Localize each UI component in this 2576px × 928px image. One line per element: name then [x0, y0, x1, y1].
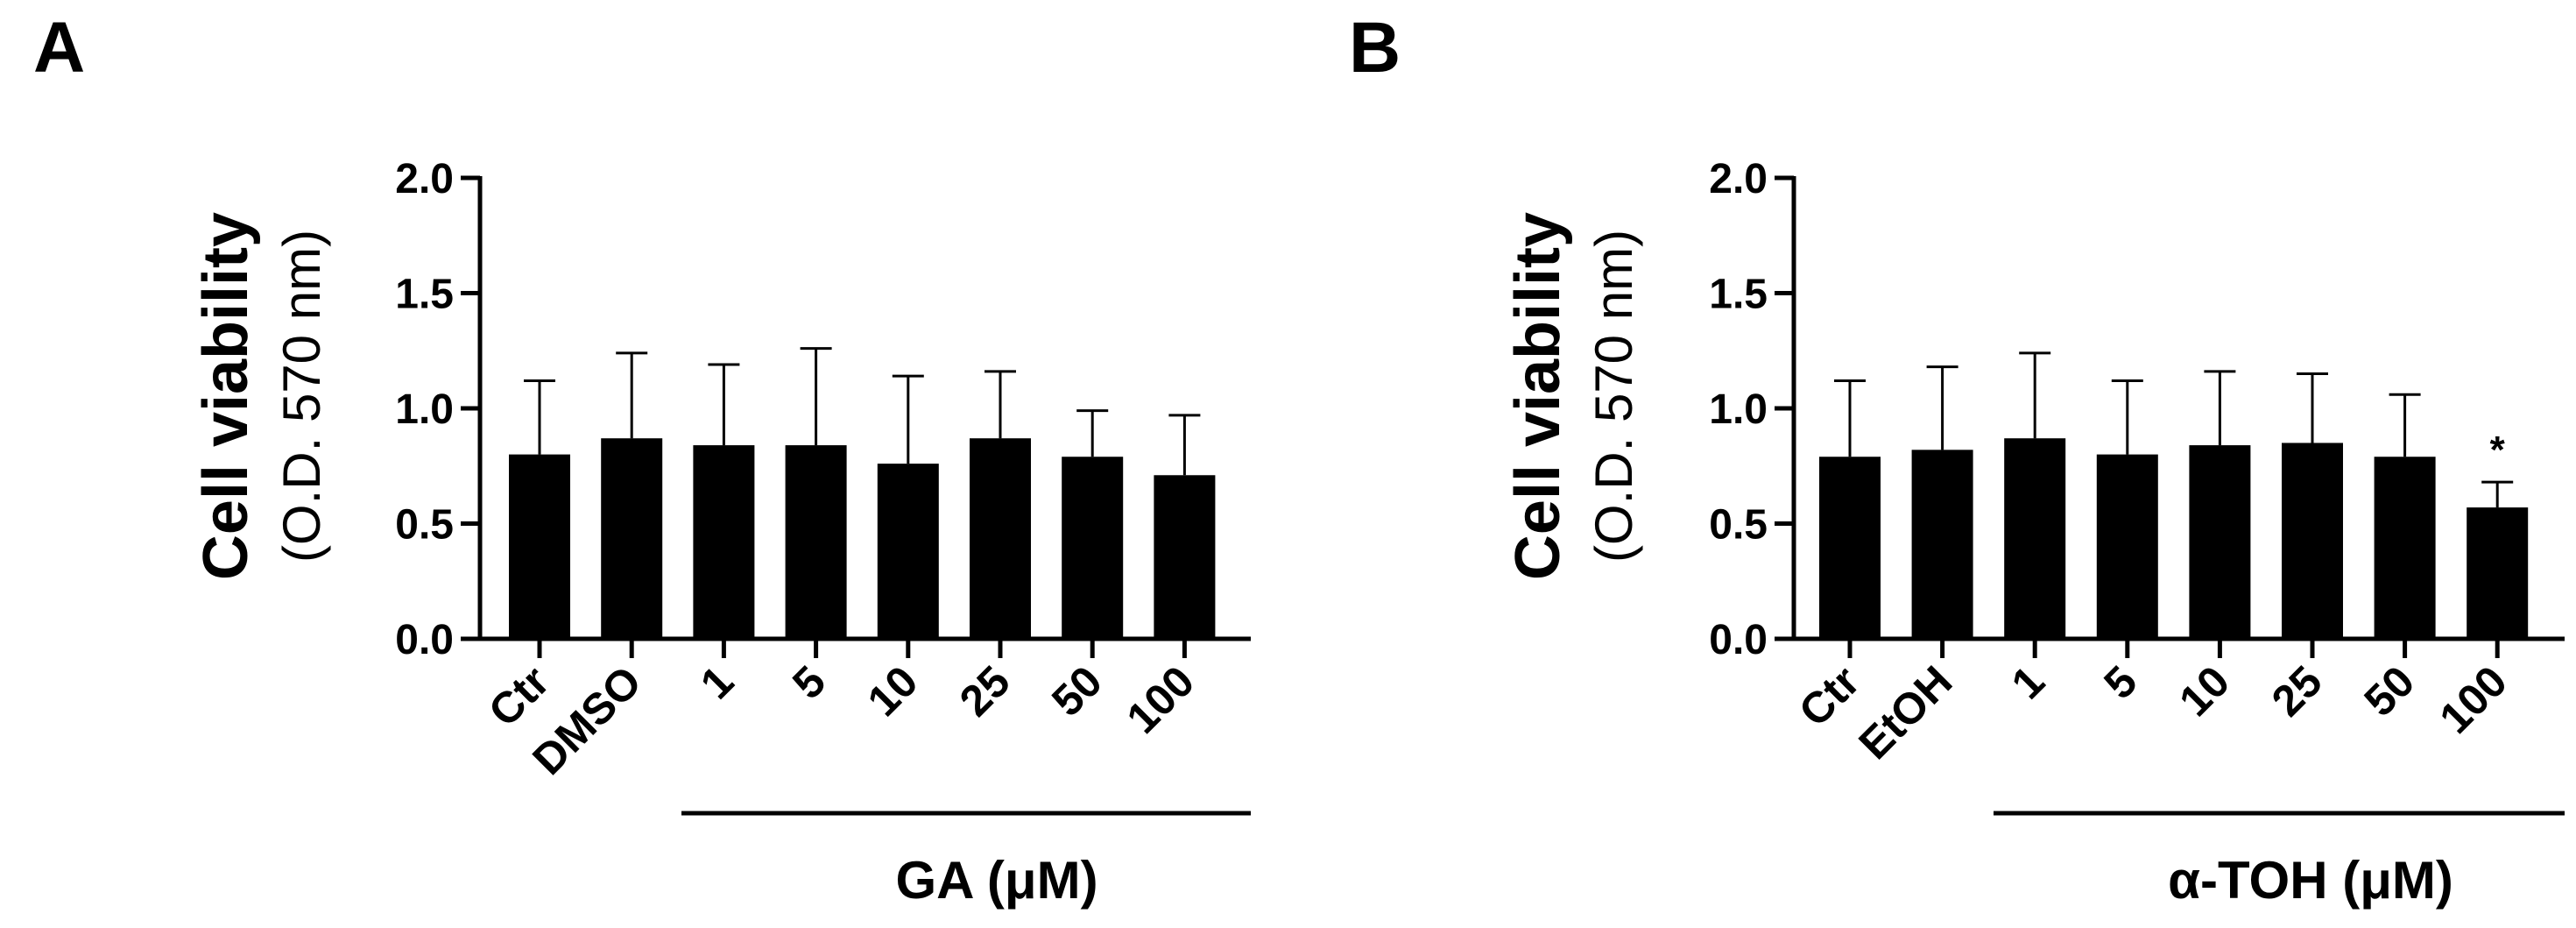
- y-tick-label: 0.5: [395, 502, 454, 549]
- x-tick-label: Ctr: [479, 656, 559, 736]
- panel-label-b: B: [1349, 8, 1401, 88]
- significance-marker: *: [2490, 429, 2506, 471]
- x-tick-label: 50: [1042, 656, 1112, 726]
- group-label: GA (μM): [895, 851, 1097, 910]
- y-tick-label: 2.0: [395, 156, 454, 202]
- bar: [2374, 457, 2436, 639]
- bar: [693, 445, 755, 639]
- bars: *: [1819, 351, 2529, 639]
- bar: [877, 464, 939, 639]
- y-tick-label: 0.0: [1709, 617, 1768, 663]
- group-label: α-TOH (μM): [2168, 851, 2453, 910]
- x-tick-label: 50: [2354, 656, 2424, 726]
- y-tick-label: 1.0: [1709, 386, 1768, 433]
- x-tick-label: EtOH: [1849, 656, 1961, 769]
- y-axis-label: Cell viability: [1503, 212, 1573, 580]
- x-tick-label: 100: [2430, 656, 2516, 743]
- bar: [785, 445, 847, 639]
- panel-b: B Cell viability (O.D. 570 nm) 0.0 0.5 1.0…: [1349, 8, 2565, 910]
- axes: [1791, 176, 2565, 658]
- x-tick-label: 25: [2262, 656, 2332, 726]
- axes: [477, 176, 1251, 658]
- x-tick-label: 5: [2094, 656, 2146, 708]
- y-ticks: 0.0 0.5 1.0 1.5 2.0: [1709, 156, 1794, 663]
- bar: [970, 438, 1031, 639]
- panel-label-a: A: [33, 8, 85, 88]
- x-tick-label: 5: [783, 656, 835, 708]
- panel-a: A Cell viability (O.D. 570 nm) 0.0 0.5 1.0…: [33, 8, 1251, 910]
- bar: [1062, 457, 1124, 639]
- y-tick-label: 1.5: [1709, 272, 1768, 318]
- bar: [2282, 443, 2343, 639]
- x-tick-label: 10: [858, 656, 928, 726]
- bar: [601, 438, 663, 639]
- y-tick-label: 1.5: [395, 272, 454, 318]
- y-ticks: 0.0 0.5 1.0 1.5 2.0: [395, 156, 480, 663]
- bar: [2096, 454, 2158, 639]
- x-tick-label: 10: [2170, 656, 2239, 726]
- bar: [509, 454, 570, 639]
- bar: [1154, 475, 1216, 639]
- bar: [2189, 445, 2251, 639]
- y-tick-label: 1.0: [395, 386, 454, 433]
- y-tick-label: 2.0: [1709, 156, 1768, 202]
- y-axis-sublabel: (O.D. 570 nm): [1584, 230, 1643, 563]
- y-tick-label: 0.5: [1709, 502, 1768, 549]
- bar: [1911, 450, 1973, 639]
- bar: [2004, 438, 2066, 639]
- y-axis-label: Cell viability: [191, 212, 261, 580]
- x-tick-label: Ctr: [1789, 656, 1869, 736]
- x-tick-label: 25: [950, 656, 1020, 726]
- x-tick-label: 1: [691, 656, 743, 708]
- x-tick-label: 100: [1118, 656, 1204, 743]
- bars: [509, 347, 1216, 639]
- y-tick-label: 0.0: [395, 617, 454, 663]
- x-tick-label: 1: [2002, 656, 2054, 708]
- y-axis-sublabel: (O.D. 570 nm): [272, 230, 331, 563]
- bar: [1819, 457, 1881, 639]
- bar: [2467, 507, 2529, 639]
